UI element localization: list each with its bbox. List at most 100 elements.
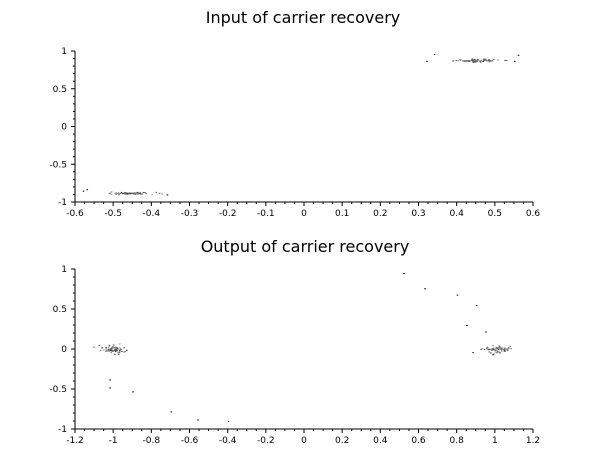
input-x-tick-label: -0.3	[181, 209, 199, 219]
output-cluster-1-point	[494, 351, 497, 353]
input-cluster-0-point	[484, 58, 487, 60]
output-cluster-1-point	[498, 345, 500, 347]
output-cluster-1-point	[498, 347, 500, 349]
input-cluster-0-point	[483, 58, 485, 60]
output-cluster-0-point	[115, 346, 117, 348]
input-cluster-0-point	[471, 58, 474, 60]
output-data-point	[170, 411, 173, 413]
output-cluster-0-point	[116, 347, 119, 349]
output-x-tick-label: 0.8	[450, 436, 465, 446]
output-cluster-1-point	[496, 347, 499, 349]
output-y-tick-label: 1	[61, 265, 67, 275]
output-cluster-1-point	[506, 348, 509, 350]
input-x-tick-label: 0.5	[488, 209, 502, 219]
output-cluster-0-point	[118, 343, 121, 345]
output-x-tick-label: -0.4	[219, 436, 237, 446]
input-cluster-1-point	[129, 192, 132, 194]
output-y-tick-label: 0	[61, 345, 67, 355]
output-data-point	[403, 273, 405, 274]
output-cluster-1-point	[492, 345, 494, 347]
output-cluster-1-point	[506, 349, 509, 351]
output-x-tick-label: 1	[492, 436, 498, 446]
output-cluster-0-point	[120, 349, 123, 351]
input-x-tick-label: -0.6	[66, 209, 84, 219]
output-x-tick-label: -0.2	[257, 436, 275, 446]
output-cluster-1-point	[504, 347, 506, 349]
input-cluster-0-point	[479, 61, 482, 63]
output-cluster-0-point	[108, 349, 110, 351]
output-cluster-1-point	[504, 350, 507, 352]
input-cluster-0-point	[486, 60, 488, 62]
input-cluster-1-point	[136, 193, 139, 195]
input-cluster-0-point	[464, 60, 466, 62]
output-cluster-0-point	[105, 347, 107, 349]
input-cluster-1-point	[151, 194, 154, 196]
output-cluster-0-point	[114, 349, 116, 351]
output-cluster-1-point	[481, 348, 484, 350]
input-cluster-1-point	[110, 191, 113, 193]
output-data-point	[132, 391, 134, 393]
input-cluster-1-point	[145, 193, 148, 195]
output-cluster-0-point	[108, 344, 111, 346]
input-cluster-0-point	[465, 60, 468, 62]
output-cluster-0-point	[126, 349, 128, 351]
input-cluster-0-point	[476, 60, 478, 62]
output-data-point	[109, 387, 111, 389]
output-data-point	[485, 331, 487, 333]
output-cluster-1-point	[509, 345, 512, 347]
output-cluster-1-point	[507, 347, 510, 349]
output-cluster-1-point	[487, 348, 489, 350]
output-cluster-0-point	[110, 349, 112, 351]
output-cluster-0-point	[107, 346, 110, 348]
input-cluster-0-point	[497, 59, 499, 61]
input-cluster-1-point	[126, 192, 128, 194]
input-cluster-0-point	[483, 59, 486, 61]
input-cluster-1-point	[155, 191, 158, 193]
input-cluster-0-point	[487, 59, 490, 61]
output-cluster-1-point	[485, 348, 488, 350]
input-cluster-1-point	[133, 192, 136, 194]
output-cluster-1-point	[495, 347, 497, 349]
output-cluster-0-point	[121, 350, 123, 352]
input-data-point	[517, 54, 520, 56]
input-cluster-1-point	[115, 192, 117, 194]
output-x-tick-label: -0.6	[181, 436, 199, 446]
input-cluster-0-point	[455, 59, 458, 61]
output-x-tick-label: 0.2	[335, 436, 349, 446]
input-y-tick-label: -0.5	[49, 160, 67, 170]
output-y-tick-label: -0.5	[49, 385, 67, 395]
output-cluster-1-point	[488, 351, 491, 353]
input-cluster-0-point	[474, 60, 477, 62]
input-cluster-0-point	[484, 59, 487, 61]
input-cluster-1-point	[108, 192, 111, 194]
output-cluster-0-point	[110, 347, 112, 349]
output-cluster-1-point	[483, 349, 486, 351]
input-cluster-0-point	[457, 60, 459, 62]
input-cluster-1-point	[131, 192, 133, 194]
input-cluster-0-point	[470, 59, 473, 61]
output-cluster-0-point	[123, 347, 125, 349]
input-data-point	[86, 189, 89, 191]
output-cluster-1-point	[493, 349, 495, 351]
output-cluster-1-point	[501, 348, 503, 350]
input-cluster-0-point	[488, 60, 490, 62]
output-cluster-0-point	[102, 349, 105, 351]
input-cluster-0-point	[473, 61, 476, 63]
input-cluster-0-point	[475, 61, 477, 63]
output-data-point	[456, 294, 459, 296]
input-cluster-1-point	[119, 193, 122, 195]
output-cluster-0-point	[119, 348, 122, 350]
input-cluster-0-point	[492, 58, 495, 60]
output-data-point	[197, 419, 199, 421]
output-cluster-0-point	[109, 349, 112, 351]
input-cluster-1-point	[115, 192, 118, 194]
input-cluster-0-point	[490, 60, 493, 62]
input-cluster-0-point	[476, 61, 478, 63]
input-data-point	[426, 60, 428, 62]
output-cluster-0-point	[113, 347, 116, 349]
output-cluster-1-point	[486, 346, 489, 348]
output-cluster-0-point	[116, 349, 118, 351]
output-cluster-1-point	[472, 352, 474, 354]
output-cluster-1-point	[499, 347, 502, 349]
